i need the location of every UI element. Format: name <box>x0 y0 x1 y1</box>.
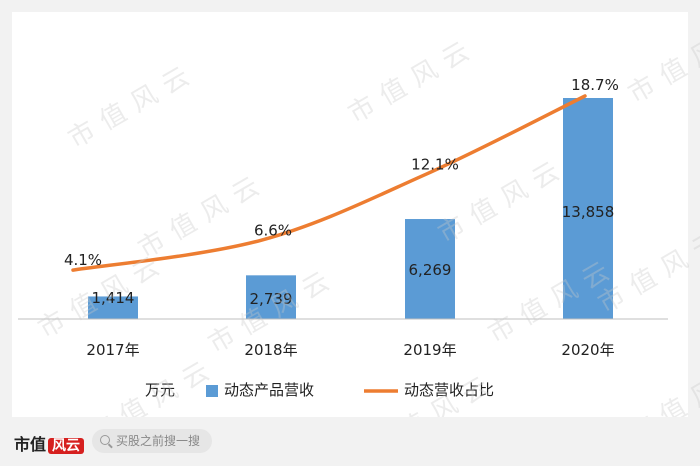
line-series <box>71 94 587 272</box>
bar-label-2: 6,269 <box>409 261 452 279</box>
chart-card: 4.1% 6.6% 12.1% 18.7% 1,414 2,739 6,269 13,858 2… <box>12 12 688 417</box>
line-label-0: 4.1% <box>64 251 102 269</box>
bar-3 <box>563 98 613 319</box>
line-label-2: 12.1% <box>411 156 459 174</box>
bar-0 <box>88 296 138 319</box>
bar-2 <box>405 219 455 319</box>
brand-logo[interactable]: 市值 风云 <box>14 431 85 455</box>
chart-svg: 4.1% 6.6% 12.1% 18.7% 1,414 2,739 6,269 13,858 2… <box>18 76 668 399</box>
x-tick-0: 2017年 <box>86 341 139 359</box>
x-tick-1: 2018年 <box>244 341 297 359</box>
brand-logo-mark: 风云 <box>48 438 85 454</box>
line-label-3: 18.7% <box>571 76 619 94</box>
search-placeholder: 买股之前搜一搜 <box>116 434 201 448</box>
x-tick-3: 2020年 <box>561 341 614 359</box>
brand-text: 市值 <box>14 435 47 454</box>
legend-label-bar: 动态产品营收 <box>224 381 314 399</box>
legend-unit: 万元 <box>145 381 175 399</box>
search-box[interactable]: 买股之前搜一搜 <box>92 429 212 453</box>
bar-label-0: 1,414 <box>92 289 135 307</box>
footer-bar: 市值 风云 买股之前搜一搜 <box>0 417 700 466</box>
legend-label-line: 动态营收占比 <box>404 381 494 399</box>
legend-swatch-bar <box>206 385 218 397</box>
x-tick-2: 2019年 <box>403 341 456 359</box>
bar-label-1: 2,739 <box>250 290 293 308</box>
line-label-1: 6.6% <box>254 221 292 239</box>
bar-1 <box>246 275 296 319</box>
bar-label-3: 13,858 <box>562 203 615 221</box>
search-icon <box>100 435 110 445</box>
